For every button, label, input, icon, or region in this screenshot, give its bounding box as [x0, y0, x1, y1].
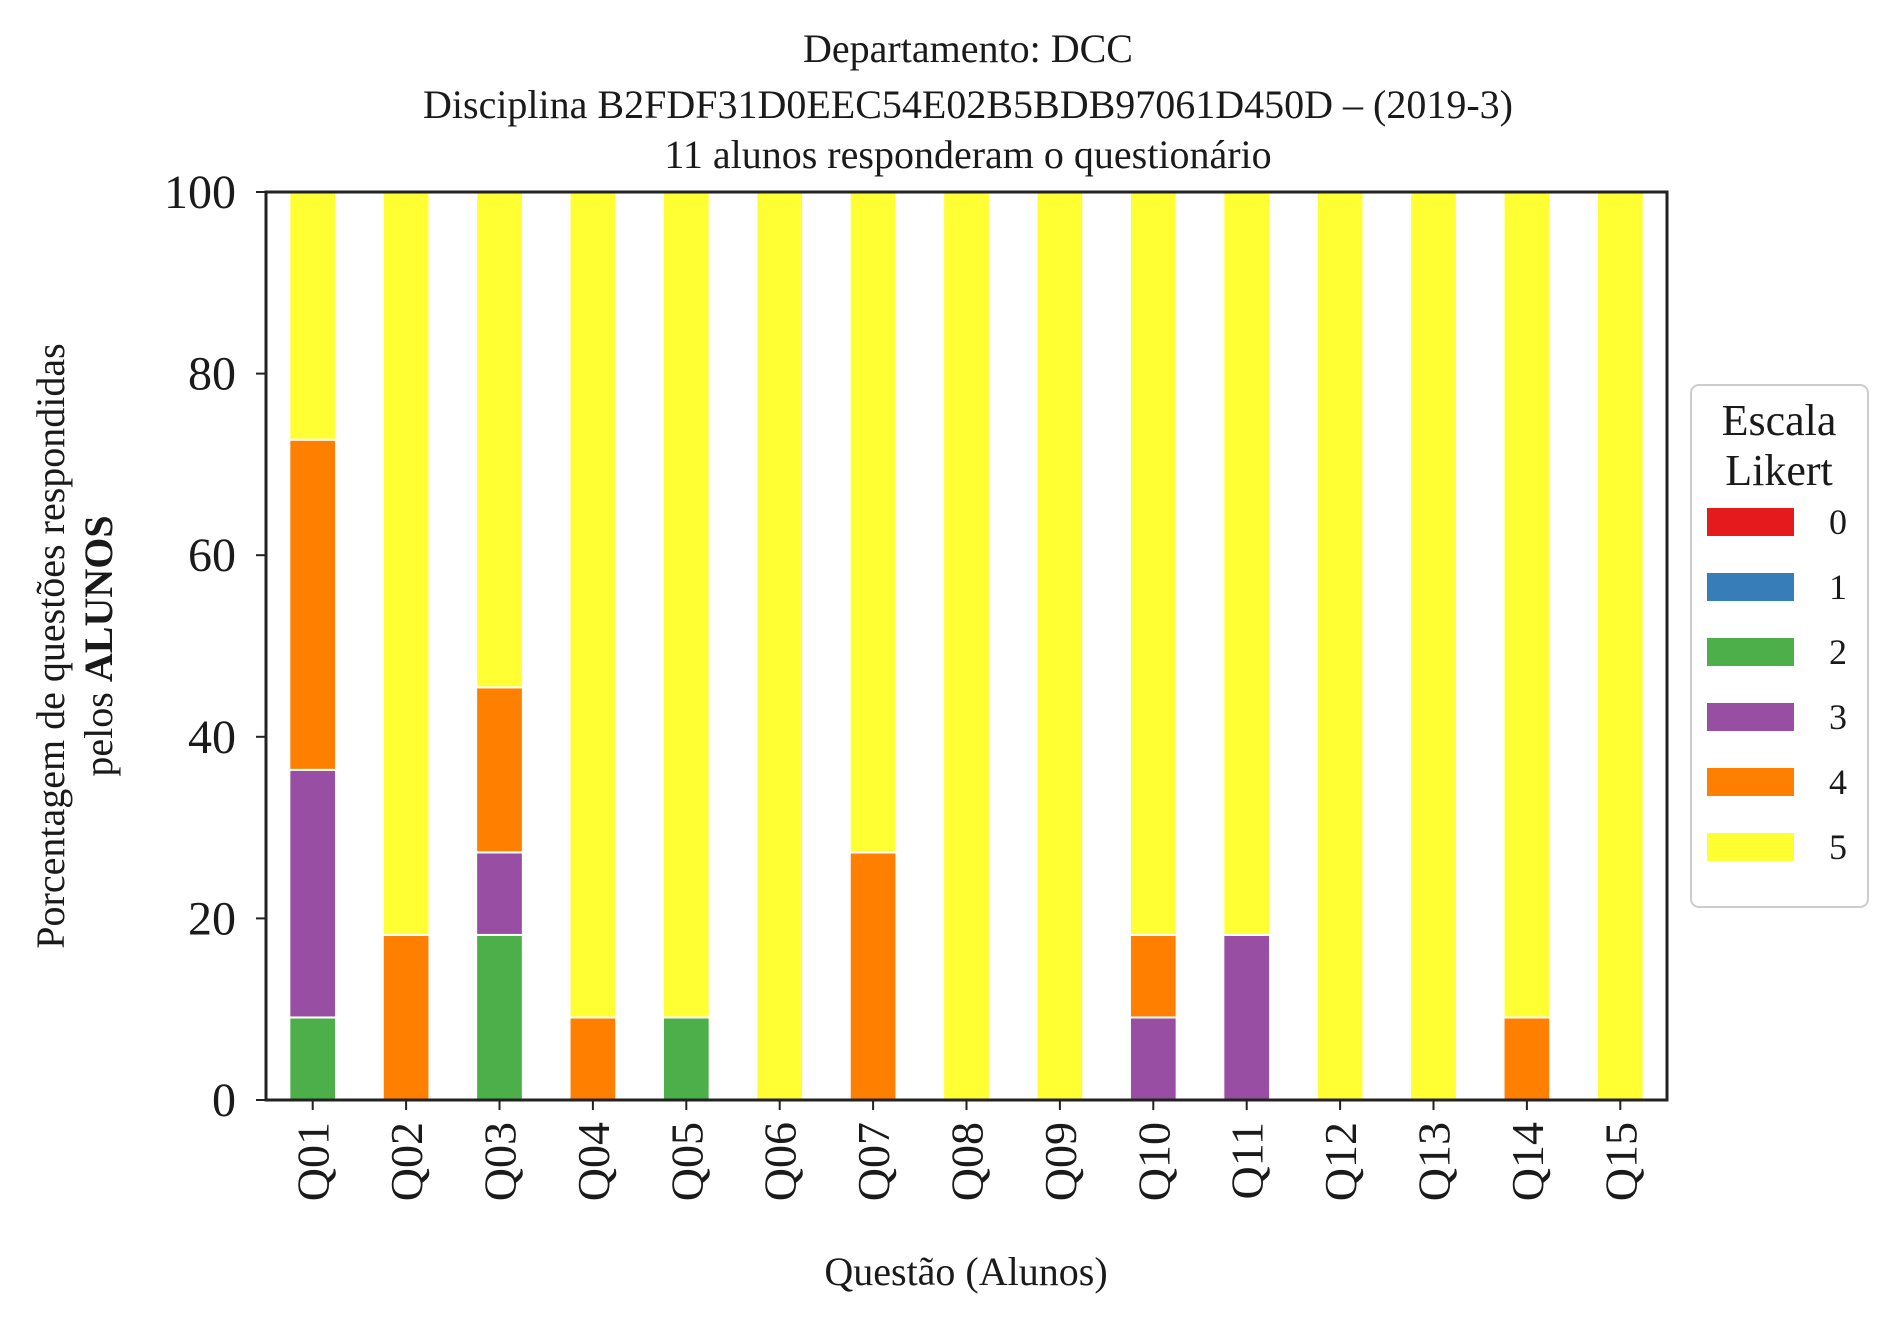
- bar-q01-likert-4: [288, 438, 338, 771]
- legend-swatch-3: [1707, 703, 1794, 731]
- x-tick-label: Q04: [568, 1122, 619, 1201]
- bar-q03-likert-3: [475, 851, 524, 936]
- x-tick-label: Q03: [475, 1122, 526, 1201]
- bar-q02-likert-4: [381, 933, 431, 1101]
- chart-title-line-2: Disciplina B2FDF31D0EEC54E02B5BDB97061D4…: [423, 82, 1513, 127]
- x-tick-label: Q05: [661, 1122, 712, 1201]
- bar-q03-likert-2: [475, 933, 524, 1101]
- x-tick-label: Q07: [848, 1122, 899, 1201]
- bar-q03-likert-5: [475, 191, 524, 689]
- x-tick-label: Q06: [755, 1122, 806, 1201]
- bar-q02-likert-5: [381, 191, 431, 936]
- bar-q05-likert-2: [661, 1016, 711, 1102]
- bar-q13-likert-5: [1409, 191, 1458, 1101]
- y-tick-label: 40: [188, 711, 236, 764]
- y-tick-label: 100: [164, 166, 236, 219]
- x-tick-label: Q10: [1128, 1122, 1179, 1201]
- x-tick-label: Q01: [288, 1122, 339, 1201]
- x-tick-label: Q11: [1222, 1122, 1273, 1200]
- chart-title-line-3: 11 alunos responderam o questionário: [664, 132, 1271, 177]
- legend-label-5: 5: [1829, 827, 1847, 867]
- legend-label-0: 0: [1829, 502, 1847, 542]
- y-axis-label-bold: ALUNOS: [76, 515, 121, 682]
- bar-q14-likert-4: [1502, 1016, 1552, 1102]
- legend-swatch-0: [1707, 508, 1794, 536]
- bar-q07-likert-5: [848, 191, 898, 854]
- bar-q04-likert-4: [568, 1016, 618, 1102]
- legend-title-line-1: Escala: [1722, 396, 1837, 445]
- bar-q10-likert-4: [1128, 933, 1178, 1019]
- bar-q09-likert-5: [1035, 191, 1085, 1101]
- bar-q06-likert-5: [755, 191, 805, 1101]
- bar-q04-likert-5: [568, 191, 618, 1019]
- legend: Escala Likert 0 1 2 3 4 5: [1690, 384, 1869, 908]
- x-axis-ticks: Q01 Q02 Q03 Q04 Q05 Q06 Q07 Q08 Q09 Q10 Q11 Q12 Q13 Q…: [288, 1100, 1646, 1201]
- bar-q08-likert-5: [942, 191, 991, 1101]
- legend-swatch-4: [1707, 768, 1794, 796]
- bar-q15-likert-5: [1595, 191, 1645, 1101]
- y-axis-label-line-1: Porcentagem de questões respondidas: [28, 343, 73, 948]
- legend-swatch-2: [1707, 638, 1794, 666]
- legend-swatch-5: [1707, 833, 1794, 861]
- x-tick-label: Q02: [381, 1122, 432, 1201]
- bar-q01-likert-3: [288, 768, 338, 1019]
- y-tick-label: 20: [188, 892, 236, 945]
- bar-q03-likert-4: [475, 686, 524, 854]
- legend-label-3: 3: [1829, 697, 1847, 737]
- x-tick-label: Q12: [1315, 1122, 1366, 1201]
- legend-swatch-1: [1707, 573, 1794, 601]
- bar-q10-likert-3: [1128, 1016, 1178, 1102]
- y-axis-label-line-2: pelos ALUNOS: [76, 515, 121, 776]
- x-tick-label: Q14: [1502, 1122, 1553, 1201]
- y-axis-label: Porcentagem de questões respondidas pelo…: [28, 343, 121, 948]
- bar-q10-likert-5: [1128, 191, 1178, 936]
- y-axis-ticks: 0 20 40 60 80 100: [164, 166, 266, 1127]
- x-tick-label: Q08: [942, 1122, 993, 1201]
- y-tick-label: 60: [188, 529, 236, 582]
- x-tick-label: Q09: [1035, 1122, 1086, 1201]
- legend-items: 0 1 2 3 4 5: [1707, 502, 1847, 867]
- y-tick-label: 0: [212, 1074, 236, 1127]
- x-axis-label: Questão (Alunos): [824, 1249, 1107, 1294]
- legend-label-4: 4: [1829, 762, 1847, 802]
- bar-q07-likert-4: [848, 851, 898, 1102]
- bar-q12-likert-5: [1315, 191, 1365, 1101]
- bar-q11-likert-5: [1222, 191, 1272, 936]
- x-tick-label: Q15: [1595, 1122, 1646, 1201]
- chart-title-line-1: Departamento: DCC: [803, 26, 1133, 71]
- x-tick-label: Q13: [1409, 1122, 1460, 1201]
- legend-label-2: 2: [1829, 632, 1847, 672]
- bar-q01-likert-2: [288, 1016, 338, 1102]
- y-axis-label-prefix: pelos: [76, 682, 121, 776]
- legend-label-1: 1: [1829, 567, 1847, 607]
- y-tick-label: 80: [188, 348, 236, 401]
- bar-q05-likert-5: [661, 191, 711, 1019]
- bar-group: [288, 191, 1645, 1102]
- chart-title: Departamento: DCC Disciplina B2FDF31D0EE…: [423, 26, 1513, 177]
- legend-title-line-2: Likert: [1725, 446, 1833, 495]
- bar-q01-likert-5: [288, 191, 338, 441]
- bar-q11-likert-3: [1222, 933, 1272, 1101]
- bar-q14-likert-5: [1502, 191, 1552, 1019]
